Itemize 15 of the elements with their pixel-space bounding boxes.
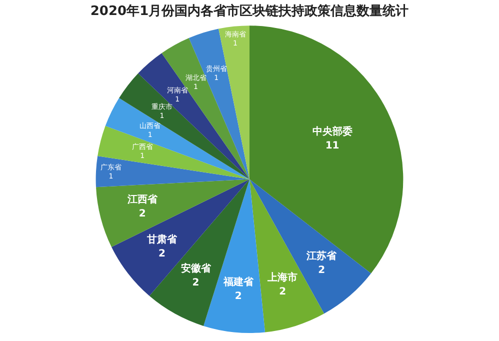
- data-label: 11: [325, 140, 340, 152]
- data-label: 2: [279, 286, 286, 298]
- data-label: 2: [318, 264, 326, 276]
- slice-label: 安徽省: [180, 262, 212, 275]
- chart-title: 2020年1月份国内各省市区块链扶持政策信息数量统计: [90, 3, 409, 20]
- slice-label: 福建省: [222, 276, 254, 288]
- slice-label: 江苏省: [306, 250, 338, 262]
- data-label: 2: [158, 248, 166, 260]
- slice-label: 上海市: [266, 271, 298, 284]
- data-label: 2: [138, 208, 146, 220]
- slice-label: 甘肃省: [146, 234, 178, 246]
- data-label: 2: [234, 290, 242, 302]
- data-label: 2: [192, 278, 200, 289]
- slice-label: 中央部委: [312, 125, 352, 138]
- slice-label: 江西省: [126, 194, 158, 206]
